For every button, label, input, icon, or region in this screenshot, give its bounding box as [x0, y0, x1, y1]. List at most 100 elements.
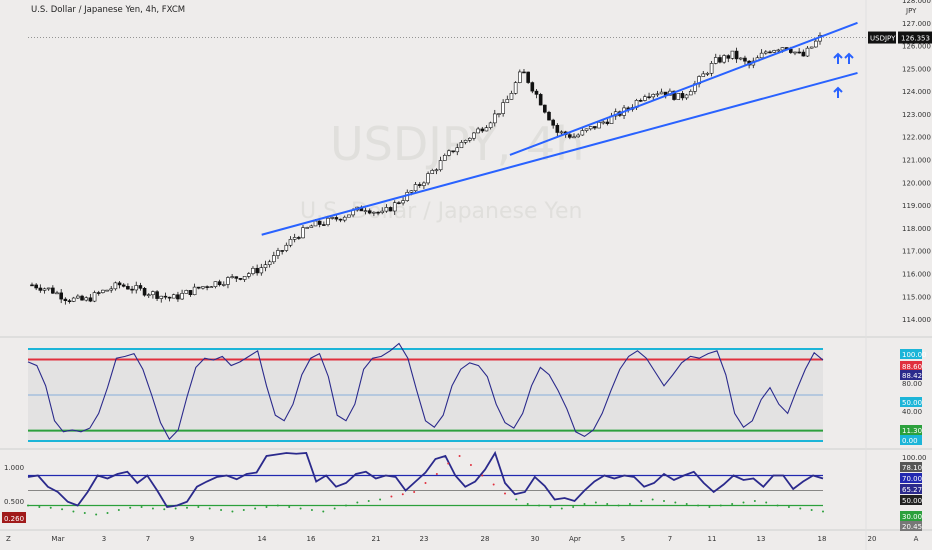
lower-tag-label: 65.27 — [902, 486, 922, 494]
osc-tag-label: 100.00 — [902, 351, 927, 359]
osc-tick-label: 80.00 — [902, 380, 922, 388]
candle-body — [543, 104, 547, 113]
candle-body — [334, 217, 339, 220]
candle-body — [701, 73, 706, 77]
lower-dot — [583, 503, 586, 505]
lower-tag-label: 70.00 — [902, 475, 922, 483]
candle-body — [551, 119, 555, 126]
candle-body — [718, 57, 722, 63]
candle-body — [422, 182, 426, 186]
lower-dot — [72, 510, 75, 513]
lower-tag — [900, 495, 922, 505]
lower-dot — [322, 510, 325, 513]
candle-body — [651, 94, 656, 98]
candle-body — [576, 134, 580, 138]
lower-dot — [49, 506, 52, 509]
candle-body — [426, 173, 430, 184]
lower-tag-label: 78.10 — [902, 464, 922, 472]
candle-body — [230, 276, 234, 278]
lower-tag-label: 30.00 — [902, 513, 922, 521]
candle-body — [376, 211, 380, 214]
candle-body — [588, 126, 593, 130]
candle-body — [759, 52, 764, 59]
price-tick-label: 125.000 — [902, 65, 931, 73]
lower-dot — [140, 506, 143, 508]
candle-body — [584, 128, 589, 131]
lower-value-tag-label: 0.260 — [4, 515, 24, 523]
candle-body — [176, 294, 180, 300]
osc-tag-label: 88.60 — [902, 363, 922, 371]
candle-body — [659, 91, 664, 95]
candle-body — [722, 55, 726, 63]
candle-body — [484, 127, 489, 132]
time-axis-label: 21 — [372, 535, 381, 543]
price-tick-label: 115.000 — [902, 293, 931, 301]
lower-dot — [299, 507, 302, 510]
candle-body — [801, 51, 806, 57]
candle-body — [438, 160, 443, 171]
candle-body — [534, 90, 539, 95]
price-tick-label: 116.000 — [902, 270, 931, 278]
time-axis-label: Mar — [51, 535, 64, 543]
osc-tag — [900, 397, 922, 407]
candle-body — [559, 131, 564, 134]
candle-body — [447, 150, 451, 156]
lower-dot — [787, 506, 790, 508]
trendline — [509, 21, 858, 156]
candle-body — [793, 51, 797, 54]
up-arrow-icon — [833, 86, 843, 98]
candle-body — [497, 113, 501, 115]
candle-body — [213, 281, 218, 287]
lower-dot — [276, 504, 279, 507]
lower-dot — [333, 507, 336, 510]
lower-dot — [606, 503, 609, 505]
candle-body — [451, 150, 455, 153]
candle-body — [680, 93, 685, 99]
osc-tag — [900, 349, 922, 359]
candle-body — [505, 99, 510, 103]
candle-body — [205, 286, 209, 288]
lower-dot — [254, 507, 257, 510]
lower-dot — [560, 507, 563, 510]
lower-tick-label: 100.00 — [902, 454, 927, 462]
candle-body — [251, 267, 255, 274]
candle-body — [492, 113, 497, 124]
candle-body — [409, 190, 414, 193]
candle-body — [789, 48, 793, 53]
candle-body — [159, 295, 164, 299]
candle-body — [501, 102, 505, 114]
time-axis-label: 20 — [868, 535, 877, 543]
lower-dot — [310, 509, 313, 511]
candle-body — [655, 93, 660, 96]
candle-body — [547, 111, 551, 121]
lower-tag — [900, 462, 922, 472]
price-tag — [898, 31, 932, 44]
candle-body — [67, 300, 72, 302]
candle-body — [105, 289, 109, 292]
lower-dot — [651, 498, 654, 501]
time-axis-label: A — [914, 535, 919, 543]
candle-body — [63, 298, 68, 301]
candle-body — [292, 237, 297, 240]
lower-dot — [401, 493, 404, 496]
lower-dot — [435, 473, 438, 475]
candle-body — [488, 122, 493, 128]
up-arrow-icon — [844, 52, 854, 64]
candle-body — [96, 292, 101, 294]
lower-dot — [776, 504, 779, 507]
candle-body — [555, 124, 560, 133]
candle-body — [672, 90, 676, 100]
candle-body — [51, 287, 55, 294]
candle-body — [326, 217, 330, 226]
osc-tick-label: 40.00 — [902, 408, 922, 416]
candle-body — [738, 57, 743, 60]
candle-body — [538, 94, 543, 106]
lower-dot — [458, 455, 461, 457]
lower-dot — [526, 503, 529, 505]
lower-dot — [469, 464, 472, 466]
lower-tick-label: 1.000 — [4, 464, 24, 472]
price-tick-label: 123.000 — [902, 111, 931, 119]
time-axis-label: 30 — [531, 535, 540, 543]
candle-body — [305, 227, 309, 229]
